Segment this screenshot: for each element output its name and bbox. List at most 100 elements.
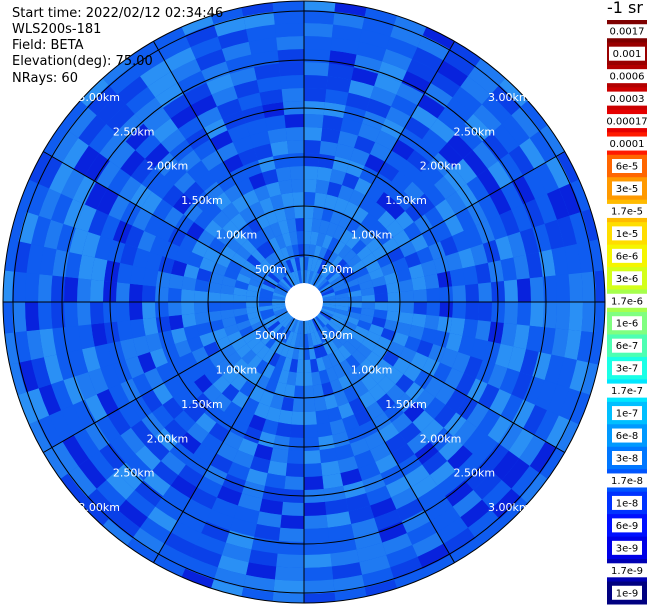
range-gate-cell	[396, 498, 424, 522]
range-gate-cell	[378, 422, 400, 443]
range-gate-cell	[270, 323, 283, 336]
range-gate-cell	[334, 288, 349, 296]
range-gate-cell	[429, 152, 454, 177]
range-gate-cell	[273, 10, 304, 25]
range-gate-cell	[141, 191, 163, 215]
range-gate-cell	[259, 89, 283, 106]
range-gate-cell	[170, 475, 197, 499]
range-gate-cell	[87, 85, 118, 116]
range-gate-cell	[168, 314, 184, 331]
range-gate-cell	[498, 422, 524, 451]
range-gate-cell	[370, 86, 397, 107]
range-gate-cell	[173, 171, 196, 194]
range-gate-cell	[354, 266, 369, 279]
range-gate-cell	[477, 409, 501, 436]
range-gate-cell	[217, 554, 249, 575]
range-gate-cell	[247, 311, 262, 320]
range-gate-cell	[373, 309, 388, 320]
range-gate-cell	[348, 302, 362, 309]
range-gate-cell	[511, 204, 533, 232]
range-gate-cell	[296, 231, 304, 245]
range-gate-cell	[337, 130, 359, 148]
range-gate-cell	[329, 378, 344, 395]
range-gate-cell	[195, 533, 226, 555]
range-gate-cell	[507, 346, 527, 373]
range-gate-cell	[102, 58, 133, 85]
range-gate-cell	[96, 389, 119, 416]
range-gate-cell	[62, 138, 89, 169]
range-gate-cell	[280, 314, 292, 326]
range-gate-cell	[304, 514, 328, 529]
range-gate-cell	[424, 314, 440, 331]
range-gate-cell	[208, 422, 230, 443]
range-gate-cell	[81, 346, 101, 373]
range-gate-cell	[304, 346, 311, 360]
range-gate-cell	[437, 107, 465, 134]
range-gate-cell	[330, 37, 360, 55]
range-gate-cell	[387, 291, 402, 302]
range-gate-cell	[246, 302, 260, 309]
range-gate-cell	[194, 302, 208, 314]
range-gate-cell	[437, 271, 453, 288]
range-gate-cell	[229, 517, 257, 537]
range-gate-cell	[304, 218, 313, 232]
range-gate-cell	[120, 243, 138, 266]
range-gate-cell	[326, 406, 343, 423]
range-gate-cell	[221, 276, 237, 288]
range-gate-cell	[398, 454, 423, 477]
range-gate-cell	[274, 566, 304, 581]
range-gate-cell	[142, 317, 159, 336]
range-gate-cell	[267, 320, 281, 333]
range-gate-cell	[337, 402, 355, 419]
range-gate-cell	[272, 302, 286, 306]
range-gate-cell	[532, 223, 552, 253]
range-gate-cell	[345, 315, 360, 326]
range-gate-cell	[88, 209, 109, 236]
range-gate-cell	[358, 461, 381, 481]
range-gate-cell	[424, 184, 446, 207]
range-gate-cell	[326, 76, 352, 93]
range-gate-cell	[211, 497, 238, 518]
range-gate-cell	[317, 329, 327, 344]
range-gate-cell	[224, 184, 243, 203]
range-gate-cell	[281, 192, 294, 208]
range-gate-cell	[149, 348, 168, 368]
range-gate-cell	[181, 276, 197, 291]
range-gate-cell	[443, 49, 476, 77]
range-gate-cell	[236, 343, 252, 359]
range-gate-cell	[261, 311, 275, 321]
range-gate-cell	[400, 302, 415, 314]
range-gate-cell	[377, 210, 396, 229]
range-gate-cell	[117, 499, 148, 528]
range-gate-cell	[511, 106, 541, 139]
range-gate-cell	[464, 462, 493, 491]
range-gate-cell	[318, 153, 335, 169]
range-gate-cell	[352, 380, 369, 398]
range-gate-cell	[374, 73, 402, 95]
range-gate-cell	[475, 58, 506, 85]
range-gate-cell	[160, 128, 186, 153]
range-gate-cell	[163, 376, 184, 398]
range-gate-cell	[206, 509, 234, 531]
range-gate-cell	[350, 438, 370, 457]
range-gate-cell	[26, 388, 50, 421]
range-gate-cell	[304, 61, 330, 77]
range-gate-cell	[183, 401, 205, 423]
range-gate-cell	[286, 344, 295, 359]
range-gate-cell	[276, 36, 304, 51]
range-gate-cell	[210, 130, 233, 151]
range-gate-cell	[500, 394, 524, 422]
range-gate-cell	[120, 150, 145, 177]
range-gate-cell	[424, 397, 446, 420]
range-gate-cell	[424, 376, 445, 398]
range-gate-cell	[412, 171, 435, 194]
range-gate-cell	[421, 419, 444, 442]
range-gate-cell	[236, 319, 252, 331]
range-gate-cell	[274, 309, 288, 318]
range-gate-cell	[519, 435, 546, 466]
range-gate-cell	[340, 118, 363, 136]
range-gate-cell	[521, 473, 548, 504]
range-gate-cell	[316, 232, 326, 247]
range-gate-cell	[245, 468, 268, 486]
range-gate-cell	[472, 435, 499, 463]
